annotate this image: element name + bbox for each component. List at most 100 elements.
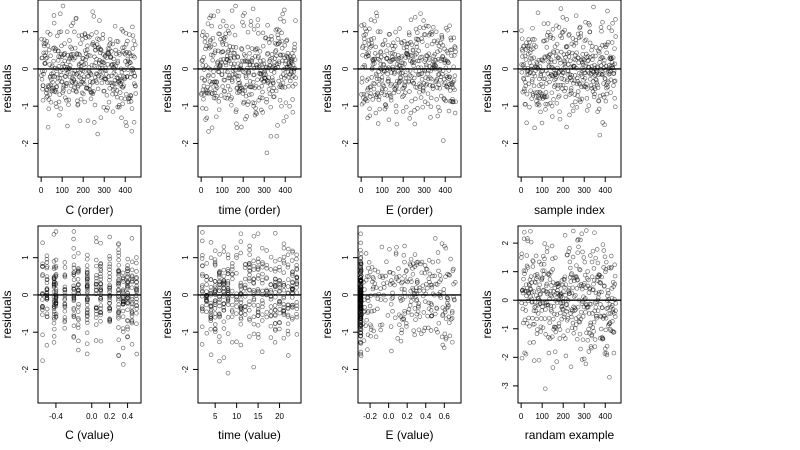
residual-point <box>397 26 402 31</box>
residual-point <box>66 59 71 64</box>
residual-point <box>523 57 529 62</box>
residual-point <box>76 33 82 38</box>
residual-point <box>131 38 137 43</box>
residual-point <box>116 250 121 255</box>
residual-point <box>402 83 408 89</box>
residual-point <box>277 326 282 332</box>
residual-point <box>420 283 426 288</box>
residual-point <box>108 41 113 46</box>
residual-point <box>125 324 130 330</box>
residual-point <box>586 290 592 295</box>
y-tick-label: 1 <box>21 255 30 260</box>
residual-point <box>403 269 409 274</box>
residual-point <box>536 288 542 293</box>
residual-point <box>212 50 218 56</box>
residual-point <box>564 44 570 49</box>
residual-point <box>422 263 428 268</box>
residual-point <box>247 302 252 307</box>
residual-point <box>453 49 458 55</box>
residual-point <box>560 70 565 75</box>
y-tick-label: -2 <box>181 365 190 373</box>
residual-point <box>242 276 248 282</box>
residual-point <box>290 110 296 115</box>
y-tick-label: -1 <box>501 102 510 110</box>
residual-point <box>552 77 557 83</box>
residual-point <box>242 88 248 94</box>
residual-point <box>209 125 215 131</box>
residual-point <box>107 317 112 322</box>
residual-point <box>530 37 535 42</box>
residual-point <box>104 93 110 98</box>
residual-point <box>419 77 425 82</box>
residual-point <box>94 311 99 317</box>
residual-point <box>447 74 453 80</box>
residual-point <box>200 271 205 277</box>
residual-point <box>199 256 205 261</box>
residual-point <box>569 325 575 331</box>
residual-point <box>579 284 584 289</box>
residual-point <box>43 56 49 61</box>
residual-point <box>234 252 239 258</box>
residual-point <box>533 303 538 309</box>
residual-point <box>218 24 223 30</box>
residual-point <box>358 316 364 322</box>
x-tick-label: 300 <box>98 186 112 195</box>
plot-frame <box>517 0 622 178</box>
residual-point <box>404 321 409 326</box>
residual-point <box>294 314 300 320</box>
residual-point <box>247 334 252 339</box>
residual-point <box>130 46 136 51</box>
x-tick-label: 300 <box>578 186 592 195</box>
residual-point <box>44 94 49 100</box>
residual-point <box>365 332 371 338</box>
residual-point <box>415 106 420 111</box>
residual-point <box>94 257 99 263</box>
residual-point <box>281 310 287 316</box>
residual-point <box>225 279 231 284</box>
residual-point <box>241 23 247 28</box>
residual-point <box>411 60 417 65</box>
residual-point <box>120 287 126 293</box>
residual-point <box>281 19 287 24</box>
x-axis-title: E (value) <box>385 428 433 442</box>
residual-point <box>525 236 530 241</box>
residual-point <box>129 106 135 111</box>
residual-point <box>264 276 269 281</box>
residual-point <box>382 285 387 290</box>
residual-point <box>591 94 597 100</box>
residual-point <box>394 276 399 281</box>
residual-point <box>420 39 425 44</box>
residual-point <box>201 54 206 60</box>
residual-point <box>264 248 269 253</box>
residual-point <box>204 302 209 308</box>
residual-point <box>576 244 581 250</box>
residual-point <box>204 115 210 121</box>
residual-point <box>585 58 590 64</box>
residual-point <box>268 254 274 260</box>
residual-point <box>251 321 257 327</box>
residual-point <box>120 101 125 107</box>
residual-point <box>62 260 68 265</box>
residual-point <box>208 352 214 358</box>
residual-point <box>587 311 592 316</box>
residual-point <box>393 103 399 109</box>
residual-point <box>549 243 555 249</box>
residual-point <box>399 280 404 286</box>
residual-point <box>578 316 584 322</box>
residual-point <box>604 350 609 356</box>
residual-point <box>94 80 100 85</box>
residual-point <box>285 252 291 258</box>
residual-point <box>294 306 300 312</box>
residual-point <box>98 303 104 308</box>
residual-point <box>212 48 218 53</box>
residual-point <box>220 42 226 47</box>
residual-point <box>116 280 121 286</box>
residual-point <box>44 38 50 44</box>
residual-point <box>553 255 558 261</box>
residual-point <box>595 85 601 90</box>
residual-point <box>405 51 410 56</box>
residual-point <box>442 331 448 337</box>
residual-point <box>540 84 546 90</box>
residual-point <box>412 75 417 81</box>
residual-point <box>285 321 291 327</box>
